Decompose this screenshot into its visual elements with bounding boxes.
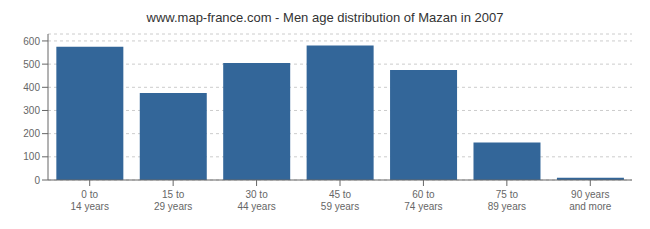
svg-text:90 yearsand more: 90 yearsand more	[569, 189, 612, 212]
svg-text:300: 300	[23, 105, 40, 116]
svg-text:0: 0	[34, 175, 40, 186]
html-text:www.map-france.com - Men age d: www.map-france.com - Men age distributio…	[146, 10, 504, 25]
svg-text:45 to59 years: 45 to59 years	[321, 189, 359, 212]
svg-text:200: 200	[23, 128, 40, 139]
svg-text:60 to74 years: 60 to74 years	[404, 189, 442, 212]
svg-text:600: 600	[23, 36, 40, 47]
svg-text:0 to14 years: 0 to14 years	[71, 189, 109, 212]
svg-text:500: 500	[23, 59, 40, 70]
svg-text:30 to44 years: 30 to44 years	[237, 189, 275, 212]
svg-text:15 to29 years: 15 to29 years	[154, 189, 192, 212]
svg-text:100: 100	[23, 151, 40, 162]
svg-text:400: 400	[23, 82, 40, 93]
svg-text:75 to89 years: 75 to89 years	[488, 189, 526, 212]
